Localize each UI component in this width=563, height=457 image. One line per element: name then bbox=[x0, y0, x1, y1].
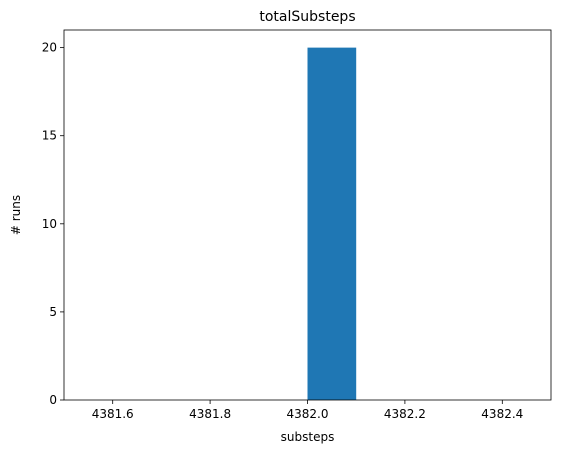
x-axis-label: substeps bbox=[281, 430, 335, 444]
y-tick-label: 15 bbox=[42, 129, 57, 143]
y-tick-label: 5 bbox=[49, 305, 57, 319]
x-tick-label: 4381.8 bbox=[189, 407, 231, 421]
y-tick-label: 0 bbox=[49, 393, 57, 407]
histogram-bar bbox=[307, 47, 357, 400]
x-tick-label: 4381.6 bbox=[92, 407, 134, 421]
x-tick-label: 4382.2 bbox=[384, 407, 426, 421]
y-tick-label: 10 bbox=[42, 217, 57, 231]
x-axis-ticks: 4381.6 4381.8 4382.0 4382.2 4382.4 bbox=[92, 400, 523, 421]
y-axis-ticks: 0 5 10 15 20 bbox=[42, 41, 64, 407]
y-tick-label: 20 bbox=[42, 41, 57, 55]
x-tick-label: 4382.4 bbox=[481, 407, 523, 421]
bars-layer bbox=[307, 47, 357, 400]
chart-title: totalSubsteps bbox=[259, 9, 355, 25]
x-tick-label: 4382.0 bbox=[287, 407, 329, 421]
y-axis-label: # runs bbox=[9, 195, 23, 235]
